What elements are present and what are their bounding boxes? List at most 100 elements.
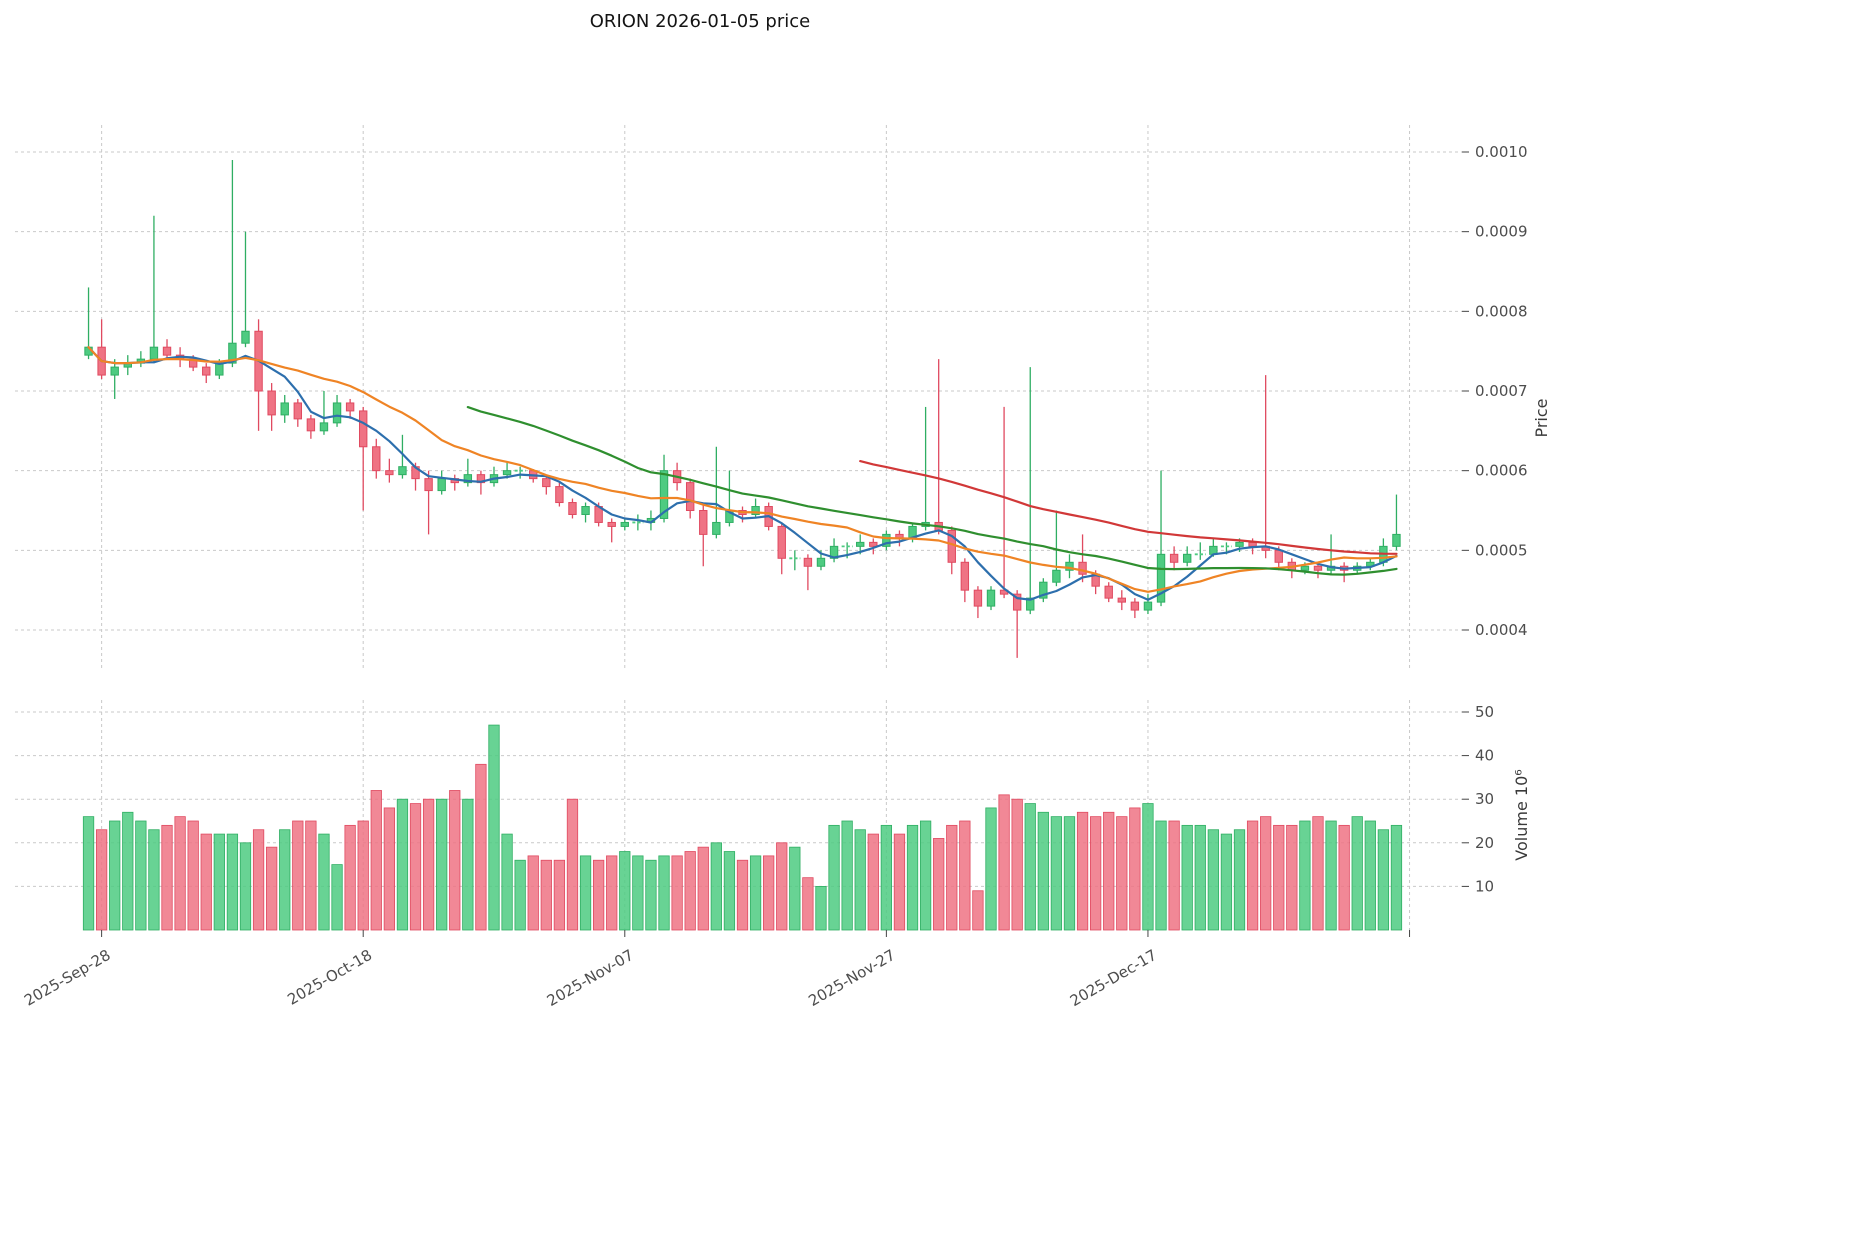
volume-bar <box>95 829 108 931</box>
sma-long-line <box>859 460 1398 555</box>
volume-bar <box>854 829 866 931</box>
price-tick-label: 0.0007 <box>1475 382 1528 400</box>
candle-body <box>319 422 329 432</box>
volume-bar <box>135 820 147 931</box>
candle-body <box>463 474 473 484</box>
volume-bar <box>1312 816 1324 931</box>
candle-body <box>856 541 865 547</box>
x-tick-label: 2025-Oct-18 <box>284 946 375 1009</box>
volume-bar <box>1390 824 1403 931</box>
volume-layer <box>82 724 1403 931</box>
candle-body <box>1169 553 1179 563</box>
volume-bar <box>1377 829 1390 931</box>
volume-bar <box>409 803 422 931</box>
volume-bar <box>1168 820 1180 931</box>
volume-bar <box>1037 811 1049 931</box>
volume-tick-label: 10 <box>1475 877 1494 895</box>
volume-bar <box>1299 820 1311 931</box>
volume-bar <box>161 824 173 931</box>
volume-bar <box>475 763 487 931</box>
x-tick-label: 2025-Nov-07 <box>544 946 637 1010</box>
candle-body <box>1052 569 1061 583</box>
price-tick-label: 0.0010 <box>1475 143 1528 161</box>
sma-fast-line <box>87 346 1398 601</box>
volume-bar <box>619 851 631 931</box>
volume-bar <box>645 859 657 931</box>
candle-body <box>973 589 983 607</box>
volume-bar <box>710 842 722 931</box>
volume-bar <box>906 824 919 931</box>
candle-body <box>1078 561 1087 575</box>
volume-bar <box>776 842 788 931</box>
volume-bar <box>239 842 252 931</box>
volume-bar <box>606 855 618 931</box>
volume-bar <box>148 829 160 931</box>
x-tick-label: 2025-Sep-28 <box>21 946 113 1010</box>
candle-body <box>502 470 512 476</box>
volume-bar <box>449 790 461 931</box>
volume-bar <box>1233 829 1246 931</box>
volume-bar <box>527 855 539 931</box>
candle-body <box>1182 553 1192 563</box>
volume-bar <box>723 851 736 931</box>
volume-bar <box>566 798 579 931</box>
volume-bar <box>959 820 971 931</box>
volume-bar <box>815 886 827 931</box>
candle-body <box>882 533 891 547</box>
volume-bar <box>422 798 435 931</box>
candle-body <box>960 561 970 591</box>
candle-body <box>1248 541 1257 547</box>
sma-mid-line <box>87 346 1398 593</box>
volume-bar <box>82 816 95 931</box>
ma-layer <box>87 346 1398 601</box>
chart-title: ORION 2026-01-05 price <box>590 11 810 32</box>
volume-bar <box>1155 820 1167 931</box>
price-tick-label: 0.0006 <box>1475 462 1528 480</box>
candle-body <box>202 366 211 376</box>
volume-bar <box>1090 816 1102 931</box>
candle-body <box>1065 561 1074 571</box>
candle-body <box>1143 601 1153 611</box>
volume-bar <box>174 816 186 931</box>
volume-bar <box>841 820 853 931</box>
volume-bar <box>592 859 605 931</box>
volume-bar <box>998 794 1010 931</box>
x-tick-label: 2025-Dec-17 <box>1067 946 1160 1010</box>
sma-slow-line <box>466 406 1398 576</box>
volume-bar <box>305 820 317 931</box>
volume-bar <box>501 833 513 931</box>
volume-bar <box>749 855 762 931</box>
candle-body <box>816 557 826 567</box>
volume-bar <box>213 833 225 931</box>
volume-bar <box>1364 820 1376 931</box>
volume-bar <box>383 807 395 931</box>
volume-bar <box>1207 829 1219 931</box>
candle-body <box>398 466 407 476</box>
volume-axis-label: Volume 10⁶ <box>1512 769 1531 860</box>
candle-body <box>424 478 433 492</box>
volume-bar <box>684 851 696 931</box>
volume-bar <box>1260 816 1272 931</box>
candle-body <box>241 330 250 344</box>
candle-body <box>110 366 119 376</box>
candle-body <box>1039 581 1048 599</box>
volume-bar <box>579 855 592 931</box>
candle-body <box>1274 549 1283 563</box>
candle-body <box>986 589 996 607</box>
volume-bar <box>1181 824 1193 931</box>
volume-bar <box>109 820 121 931</box>
price-tick-label: 0.0005 <box>1475 541 1528 559</box>
candles-layer <box>84 159 1401 658</box>
volume-bar <box>1246 820 1259 931</box>
volume-bar <box>789 846 801 931</box>
volume-bar <box>736 859 749 931</box>
volume-bar <box>880 824 893 931</box>
volume-bar <box>985 807 997 931</box>
volume-bar <box>1273 824 1285 931</box>
candle-body <box>1392 533 1401 547</box>
candle-body <box>1012 593 1022 611</box>
candle-body <box>555 486 564 504</box>
volume-bar <box>226 833 239 931</box>
volume-bar <box>436 798 448 931</box>
